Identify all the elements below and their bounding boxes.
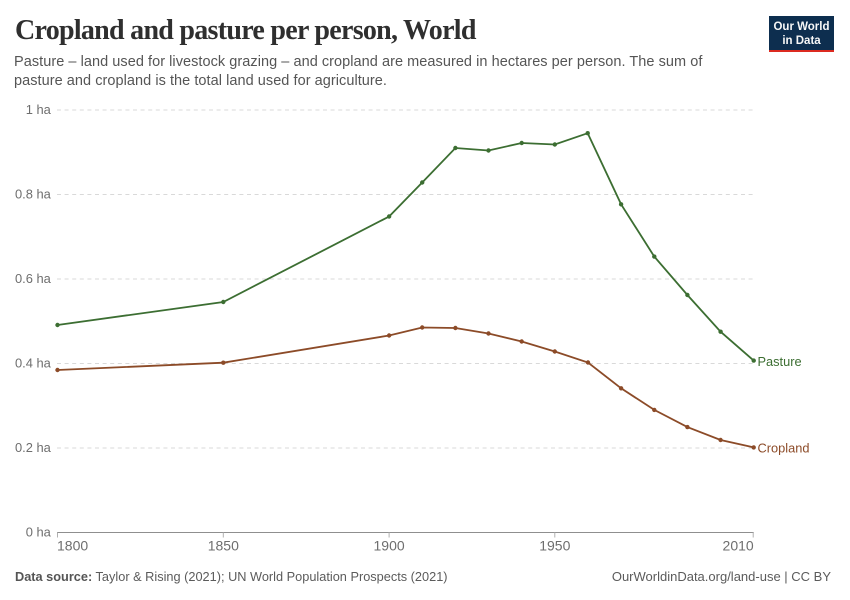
svg-text:Cropland: Cropland bbox=[758, 441, 810, 456]
svg-text:0 ha: 0 ha bbox=[26, 524, 52, 539]
svg-text:Pasture: Pasture bbox=[758, 354, 802, 369]
svg-text:0.8 ha: 0.8 ha bbox=[15, 186, 52, 201]
svg-text:0.6 ha: 0.6 ha bbox=[15, 271, 52, 286]
svg-text:2010: 2010 bbox=[723, 538, 754, 554]
svg-text:0.2 ha: 0.2 ha bbox=[15, 440, 52, 455]
svg-text:1800: 1800 bbox=[57, 538, 88, 554]
svg-text:1850: 1850 bbox=[208, 538, 239, 554]
svg-text:0.4 ha: 0.4 ha bbox=[15, 355, 52, 370]
svg-text:1900: 1900 bbox=[374, 538, 405, 554]
svg-text:1 ha: 1 ha bbox=[26, 102, 52, 117]
svg-text:1950: 1950 bbox=[539, 538, 570, 554]
